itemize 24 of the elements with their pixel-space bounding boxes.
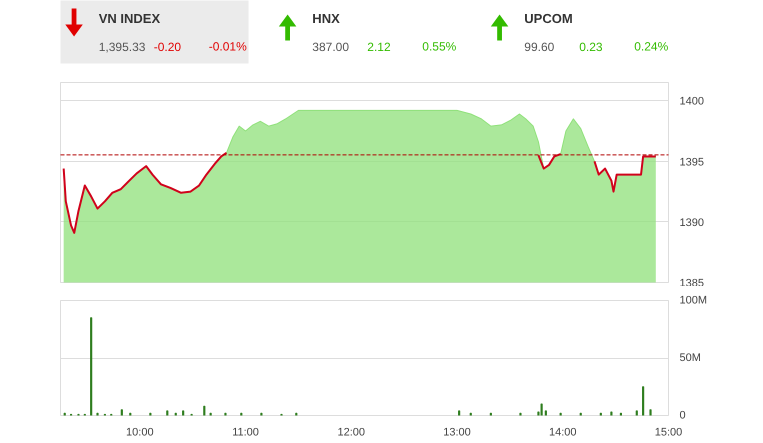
text: -0.20 [154,40,182,54]
x-tick-label: 14:00 [548,426,577,438]
y-tick-label: 50M [680,352,701,364]
x-tick-label: 10:00 [126,426,154,438]
category-label: HNX [312,11,340,26]
category-label: VN INDEX [98,11,160,26]
y-tick-label: 100M [680,294,708,306]
x-tick-label: 13:00 [443,426,471,438]
text: 0.24% [634,40,669,54]
x-tick-label: 12:00 [338,426,366,438]
y-tick-label: 1390 [680,216,704,229]
category-label: UPCOM [524,11,573,26]
y-tick-label: 1395 [680,156,704,168]
text: 1,395.33 [98,40,146,54]
text: -0.01% [208,40,248,54]
x-tick-label: 15:00 [654,426,682,438]
y-tick-label: 1400 [680,96,704,108]
text: 99.60 [524,40,555,54]
text: 0.55% [422,40,457,54]
x-tick-label: 11:00 [232,426,259,438]
y-tick-label: 0 [680,410,686,422]
text: 0.23 [579,40,603,54]
text: 387.00 [312,40,350,54]
text: 2.12 [367,40,391,54]
